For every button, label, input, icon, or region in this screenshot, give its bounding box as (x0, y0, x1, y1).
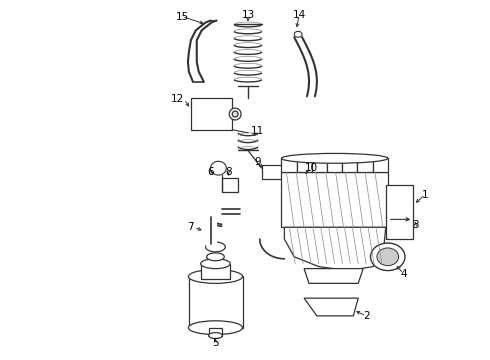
Text: 6: 6 (207, 167, 214, 177)
Bar (312, 158, 327, 172)
Text: 8: 8 (225, 167, 232, 177)
Bar (222, 178, 238, 192)
Text: 2: 2 (363, 311, 369, 321)
Bar (281, 172, 388, 227)
Ellipse shape (188, 321, 243, 334)
Ellipse shape (370, 243, 405, 271)
Bar (342, 158, 357, 172)
Bar (386, 185, 414, 239)
Text: 13: 13 (242, 10, 255, 19)
Ellipse shape (201, 259, 230, 269)
Bar (357, 158, 372, 172)
Text: 9: 9 (254, 157, 261, 167)
Ellipse shape (206, 242, 225, 252)
Ellipse shape (294, 31, 302, 37)
Polygon shape (304, 298, 358, 316)
Text: 11: 11 (251, 126, 265, 136)
Bar (372, 158, 388, 172)
Bar (191, 98, 232, 130)
Ellipse shape (295, 174, 307, 182)
Bar (189, 276, 243, 328)
Bar (201, 264, 230, 279)
Ellipse shape (207, 253, 224, 261)
Bar (327, 158, 342, 172)
Text: 10: 10 (304, 163, 318, 173)
Text: 5: 5 (212, 338, 219, 348)
Text: 3: 3 (412, 220, 418, 230)
Polygon shape (284, 227, 386, 271)
Ellipse shape (377, 248, 398, 266)
Text: 12: 12 (171, 94, 184, 104)
Polygon shape (211, 161, 226, 175)
Bar (262, 165, 283, 179)
Ellipse shape (281, 153, 388, 163)
Polygon shape (304, 269, 363, 283)
Bar (281, 158, 296, 172)
Ellipse shape (188, 270, 243, 283)
Ellipse shape (209, 333, 222, 338)
Text: 14: 14 (293, 10, 306, 19)
Text: 4: 4 (400, 269, 407, 279)
Text: 7: 7 (187, 222, 194, 232)
Bar (296, 158, 312, 172)
Ellipse shape (232, 111, 238, 117)
Bar (209, 328, 222, 336)
Text: 15: 15 (175, 12, 189, 22)
Ellipse shape (229, 108, 241, 120)
Text: 1: 1 (422, 190, 428, 200)
